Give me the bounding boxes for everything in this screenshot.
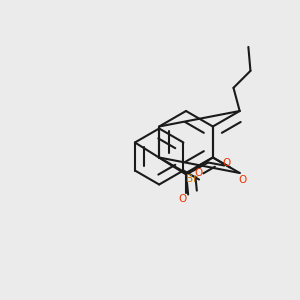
Text: O: O: [222, 158, 230, 169]
Text: O: O: [238, 175, 247, 185]
Text: O: O: [194, 168, 202, 178]
Text: O: O: [178, 194, 186, 205]
Text: Br: Br: [186, 173, 198, 184]
